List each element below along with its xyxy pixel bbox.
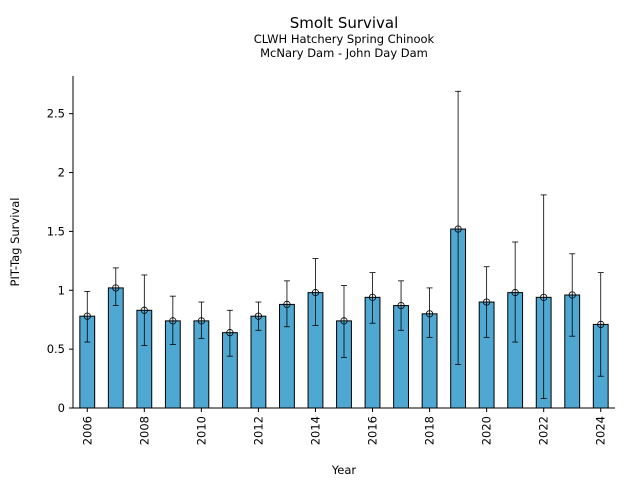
data-point-marker [454, 225, 462, 233]
data-point-marker [83, 312, 91, 320]
chart-subtitle-line-2: McNary Dam - John Day Dam [260, 46, 428, 60]
chart-subtitle-line-1: CLWH Hatchery Spring Chinook [254, 32, 435, 46]
markers-layer [83, 225, 605, 337]
x-axis-label: Year [331, 463, 357, 477]
data-point-marker [254, 312, 263, 320]
error-bars-layer [84, 90, 604, 399]
y-tick-label: 2.5 [47, 107, 65, 121]
y-tick-label: 0.5 [47, 342, 65, 356]
x-tick-label: 2008 [137, 416, 151, 445]
x-tick-label: 2024 [594, 416, 608, 445]
x-tick-label: 2010 [194, 416, 208, 445]
data-point-marker [340, 317, 348, 325]
x-tick-label: 2018 [423, 416, 437, 445]
y-tick-label: 0 [58, 401, 65, 415]
data-point-marker [483, 298, 491, 306]
data-point-marker [511, 289, 519, 297]
x-tick-label: 2014 [308, 416, 322, 445]
y-tick-label: 2 [58, 166, 65, 180]
data-point-marker [540, 293, 548, 301]
x-tick-label: 2012 [251, 416, 265, 445]
axes-layer: 0 0.5 1 1.5 2 2.5 2006 2008 2010 2012 2014 2016 2018… [47, 76, 615, 445]
data-point-marker [283, 300, 291, 308]
data-point-marker [197, 317, 205, 325]
data-point-marker [597, 320, 605, 329]
x-tick-label: 2006 [80, 416, 94, 445]
data-point-marker [568, 291, 576, 299]
data-point-marker [226, 329, 234, 337]
x-tick-label: 2020 [480, 416, 494, 445]
data-point-marker [169, 317, 177, 325]
data-point-marker [311, 289, 320, 297]
y-tick-label: 1 [58, 283, 65, 297]
data-point-marker [112, 284, 120, 292]
data-point-marker [140, 306, 148, 314]
y-axis-label: PIT-Tag Survival [8, 198, 22, 287]
y-tick-label: 1.5 [47, 224, 65, 238]
data-point-marker [397, 301, 405, 310]
x-tick-label: 2016 [366, 416, 380, 445]
data-point-marker [368, 293, 377, 301]
data-point-marker [425, 310, 434, 318]
chart-title: Smolt Survival [290, 14, 399, 32]
x-tick-label: 2022 [537, 416, 551, 445]
